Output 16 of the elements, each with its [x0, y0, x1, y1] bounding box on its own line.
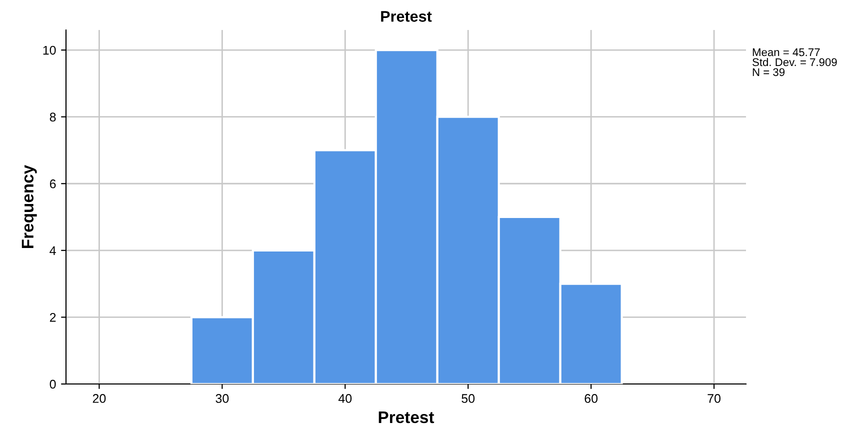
- y-tick-label: 2: [50, 313, 56, 322]
- x-tick-label: 40: [338, 394, 352, 403]
- x-tick-label: 60: [584, 394, 598, 403]
- x-tick-label: 30: [216, 394, 229, 403]
- y-tick-label: 6: [50, 179, 56, 188]
- y-tick-label: 4: [50, 246, 56, 255]
- text: Mean = 45.77 Std. Dev. = 7.909 N = 39: [752, 48, 837, 76]
- x-tick-label: 20: [92, 394, 106, 403]
- x-axis-title: Pretest: [378, 412, 434, 424]
- chart-title: Pretest: [381, 11, 432, 22]
- y-tick-label: 8: [50, 112, 56, 122]
- x-tick-label: 50: [462, 394, 475, 403]
- x-tick-label: 70: [708, 394, 720, 403]
- y-axis-title: Frequency: [22, 164, 37, 248]
- y-tick-label: 0: [50, 380, 56, 389]
- y-tick-label: 10: [43, 46, 56, 55]
